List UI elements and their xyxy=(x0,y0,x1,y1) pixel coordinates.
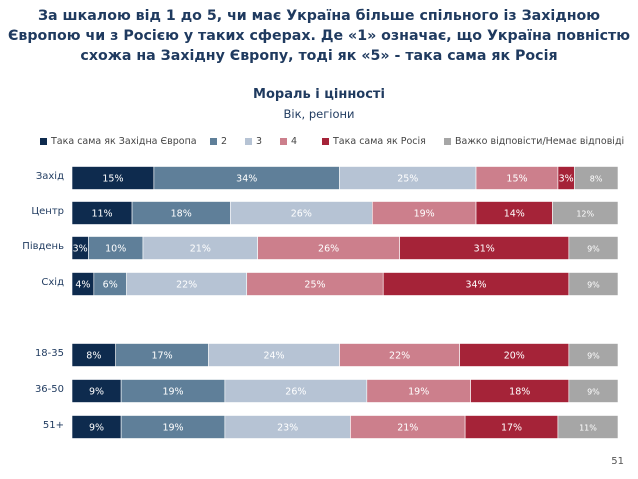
data-label: 12% xyxy=(576,210,594,219)
data-label: 18% xyxy=(171,209,192,220)
category-label: 36-50 xyxy=(34,384,64,395)
category-label: Схід xyxy=(41,277,64,288)
data-label: 15% xyxy=(102,174,123,185)
chart-subtitle: Мораль і цінності xyxy=(253,87,385,102)
category-label: 18-35 xyxy=(34,348,64,359)
page-number: 51 xyxy=(611,456,624,467)
legend-item: 3 xyxy=(245,136,262,147)
data-label: 34% xyxy=(465,280,486,291)
legend-label: 3 xyxy=(256,136,263,147)
legend-label: 4 xyxy=(291,136,298,147)
chart-subtitle-secondary: Вік, регіони xyxy=(283,107,355,121)
data-label: 21% xyxy=(397,423,418,434)
legend-item: 4 xyxy=(280,136,297,147)
data-label: 23% xyxy=(277,423,298,434)
data-label: 9% xyxy=(587,281,600,290)
data-label: 3% xyxy=(73,244,88,255)
data-label: 26% xyxy=(318,244,339,255)
data-label: 17% xyxy=(501,423,522,434)
data-label: 19% xyxy=(162,387,183,398)
data-label: 19% xyxy=(162,423,183,434)
data-label: 17% xyxy=(152,351,173,362)
bar-segment xyxy=(568,379,619,403)
category-label: Захід xyxy=(35,171,64,182)
data-label: 9% xyxy=(587,388,600,397)
data-label: 11% xyxy=(91,209,112,220)
bar-segment xyxy=(568,343,619,367)
title-line-3: схожа на Західну Європу, тоді як «5» - т… xyxy=(80,48,558,64)
data-label: 21% xyxy=(190,244,211,255)
data-label: 9% xyxy=(89,423,104,434)
chart-title: За шкалою від 1 до 5, чи має Україна біл… xyxy=(0,6,638,66)
data-label: 14% xyxy=(504,209,525,220)
data-label: 20% xyxy=(504,351,525,362)
legend-swatch xyxy=(322,138,329,145)
data-label: 19% xyxy=(408,387,429,398)
data-label: 10% xyxy=(105,244,126,255)
legend-label: 2 xyxy=(221,136,228,147)
legend-swatch xyxy=(210,138,217,145)
bar-segment xyxy=(552,201,619,225)
data-label: 11% xyxy=(579,424,597,433)
title-line-2: Європою чи з Росією у таких сферах. Де «… xyxy=(7,28,631,44)
legend-item: Така сама як Західна Європа xyxy=(40,136,197,147)
data-label: 3% xyxy=(559,174,574,185)
data-label: 25% xyxy=(397,174,418,185)
legend-label: Така сама як Росія xyxy=(333,136,426,147)
data-label: 9% xyxy=(587,245,600,254)
data-label: 22% xyxy=(389,351,410,362)
legend-swatch xyxy=(40,138,47,145)
title-line-1: За шкалою від 1 до 5, чи має Україна біл… xyxy=(37,8,601,24)
legend-item: 2 xyxy=(210,136,227,147)
legend-swatch xyxy=(245,138,252,145)
bar-segment xyxy=(557,415,619,439)
data-label: 34% xyxy=(236,174,257,185)
data-label: 19% xyxy=(414,209,435,220)
legend-label: Така сама як Західна Європа xyxy=(51,136,197,147)
legend-item: Така сама як Росія xyxy=(322,136,426,147)
legend-item: Важко відповісти/Немає відповіді xyxy=(444,136,624,147)
bar-segment xyxy=(568,272,619,296)
data-label: 25% xyxy=(304,280,325,291)
chart-legend: Така сама як Західна Європа 2 3 4 Така сама … xyxy=(40,136,630,150)
data-label: 26% xyxy=(291,209,312,220)
category-label: Центр xyxy=(31,206,64,217)
data-label: 24% xyxy=(263,351,284,362)
category-label: Південь xyxy=(22,241,64,252)
data-label: 18% xyxy=(509,387,530,398)
data-label: 31% xyxy=(474,244,495,255)
bar-segment xyxy=(568,236,619,260)
data-label: 26% xyxy=(285,387,306,398)
data-label: 8% xyxy=(590,175,603,184)
legend-swatch xyxy=(280,138,287,145)
data-label: 6% xyxy=(103,280,118,291)
category-label: 51+ xyxy=(42,420,64,431)
data-label: 15% xyxy=(506,174,527,185)
data-label: 8% xyxy=(86,351,101,362)
data-label: 9% xyxy=(587,352,600,361)
data-label: 4% xyxy=(75,280,90,291)
data-label: 22% xyxy=(176,280,197,291)
legend-label: Важко відповісти/Немає відповіді xyxy=(455,136,625,147)
legend-swatch xyxy=(444,138,451,145)
bar-segment xyxy=(574,166,619,190)
data-label: 9% xyxy=(89,387,104,398)
